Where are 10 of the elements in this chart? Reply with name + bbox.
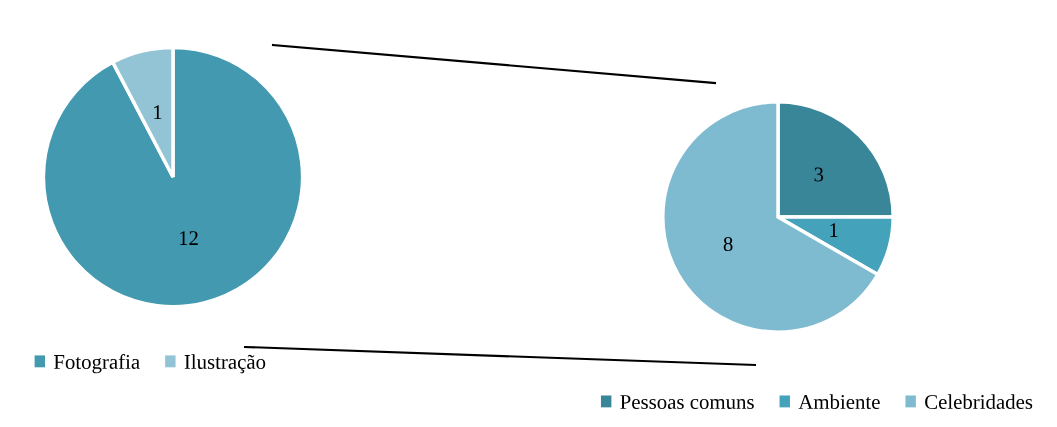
data-label: 8	[723, 236, 733, 252]
data-label: 1	[830, 223, 838, 237]
legend-label: Ambiente	[798, 394, 880, 410]
legend-label: Ilustração	[184, 354, 266, 374]
data-label: 12	[179, 231, 198, 245]
data-label: 3	[814, 167, 824, 182]
legend-label: Fotografia	[53, 354, 140, 374]
legend-label: Celebridades	[925, 394, 1033, 410]
data-label: 1	[154, 105, 162, 120]
legend-label: Pessoas comuns	[620, 395, 754, 410]
